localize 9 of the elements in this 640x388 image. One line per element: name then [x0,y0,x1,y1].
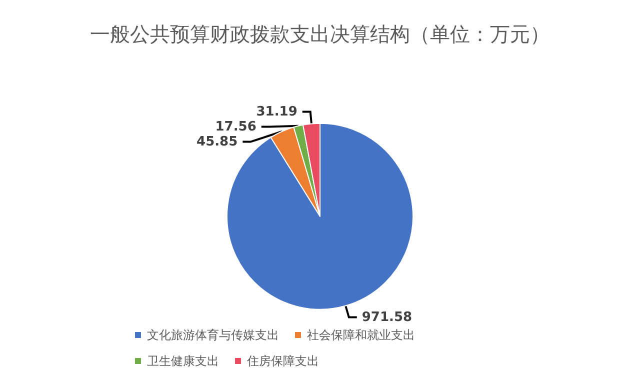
legend-label: 社会保障和就业支出 [307,328,415,342]
legend-label: 卫生健康支出 [147,354,219,368]
data-label: 971.58 [362,310,412,325]
data-label: 17.56 [215,119,256,134]
chart-title: 一般公共预算财政拨款支出决算结构（单位：万元） [90,22,550,46]
legend-label: 文化旅游体育与传媒支出 [147,328,279,342]
data-label: 45.85 [196,134,238,150]
legend-label: 住房保障支出 [246,354,319,368]
data-label: 31.19 [256,104,298,120]
